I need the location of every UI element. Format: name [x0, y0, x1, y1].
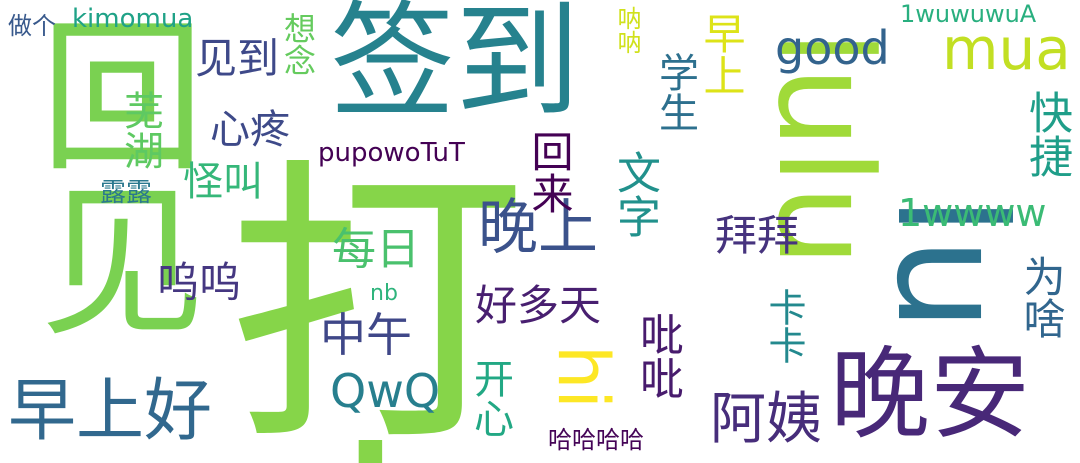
word-1wwww: 1wwww — [898, 191, 1047, 235]
word-haoduotian: 好多天 — [475, 281, 602, 330]
word-wuhu: 芜湖 — [117, 90, 163, 170]
word-wenzi: 文字 — [609, 150, 660, 238]
word-huijian: 回见 — [12, 10, 204, 340]
word-daka: 打卡 — [176, 148, 525, 463]
word-xiangnian: 想念 — [279, 12, 317, 76]
word-zuoge: 做个 — [8, 12, 56, 40]
word-qwq: QwQ — [330, 364, 441, 418]
word-wanshang: 晚上 — [478, 193, 598, 263]
word-zaoshang: 早上 — [697, 12, 746, 96]
word-good: good — [775, 21, 890, 75]
word-huilai: 回来 — [525, 130, 574, 214]
word-lulu2: 露露 — [100, 178, 153, 208]
word-mua: mua — [942, 15, 1071, 83]
word-kaka: 卡卡 — [762, 288, 806, 364]
word-hahahaha: 哈哈哈哈 — [548, 426, 644, 454]
word-lulu: lulu — [749, 30, 901, 268]
word-wanan: 晚安 — [830, 336, 1030, 453]
word-qiandao: 签到 — [330, 0, 580, 135]
word-kaixin: 开心 — [467, 358, 513, 438]
word-meiri: 每日 — [332, 224, 420, 275]
word-zhongwu: 中午 — [320, 308, 412, 362]
word-kimomua: kimomua — [72, 4, 194, 34]
word-lu: lu — [863, 195, 1037, 332]
word-jiandao: 见到 — [195, 34, 280, 83]
word-wuwu: 呜呜 — [157, 258, 242, 307]
word-ayi: 阿姨 — [710, 387, 822, 452]
word-xuesheng: 学生 — [652, 52, 698, 132]
word-nb: nb — [370, 281, 398, 306]
word-nana: 呐呐 — [613, 6, 641, 54]
word-hi: hi — [542, 345, 624, 409]
word-kuaijie: 快捷 — [1021, 90, 1072, 178]
word-1wuwuwua: 1wuwuwuA — [900, 0, 1037, 28]
word-pupowo: pupowoTuT — [318, 138, 465, 168]
word-guaijiao: 怪叫 — [183, 159, 263, 205]
word-zaoshanghao: 早上好 — [8, 372, 213, 451]
word-zizi: 吡吡 — [632, 312, 683, 400]
word-weihuo: 为啥 — [1017, 255, 1066, 339]
word-baibai: 拜拜 — [715, 211, 800, 260]
word-xinteng: 心疼 — [210, 107, 290, 153]
